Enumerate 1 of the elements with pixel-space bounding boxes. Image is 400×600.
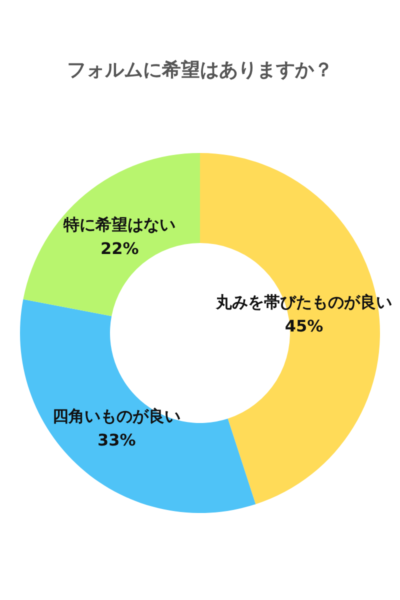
title: フォルムに希望はありますか？	[67, 59, 333, 81]
